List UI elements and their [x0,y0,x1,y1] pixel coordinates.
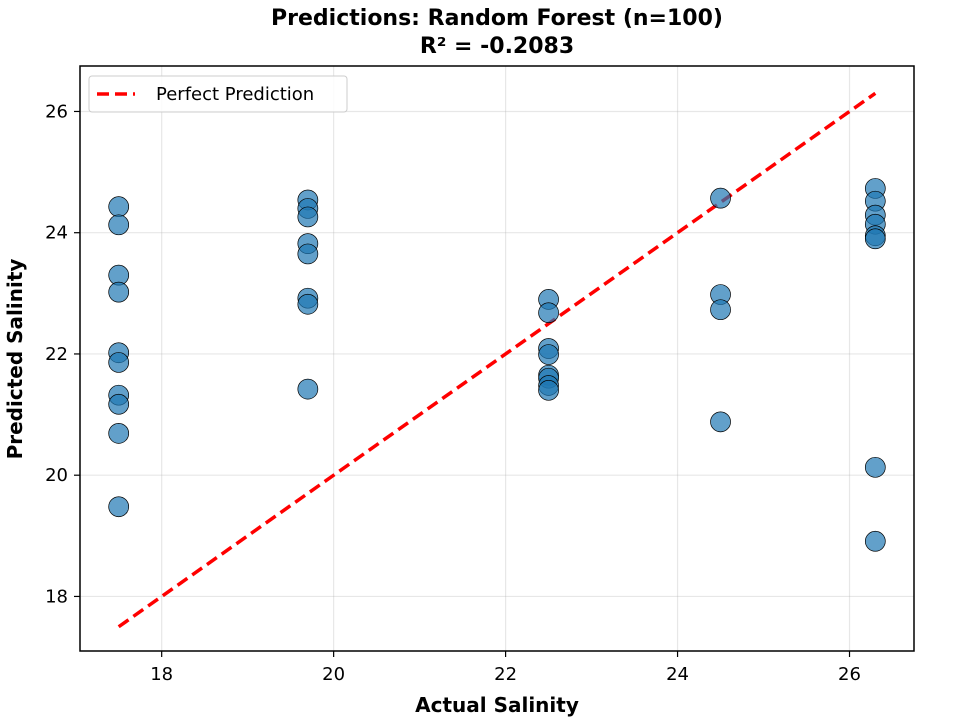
legend-label: Perfect Prediction [156,84,314,105]
chart-title: Predictions: Random Forest (n=100) [271,6,723,31]
grid-lines [80,66,914,651]
y-tick-label: 22 [45,344,68,365]
x-tick-label: 22 [494,664,517,685]
legend: Perfect Prediction [88,75,348,113]
data-points [108,178,886,552]
data-point [297,378,319,400]
data-point [864,456,886,478]
data-point [864,228,886,250]
plot-frame [79,65,915,652]
y-axis-label: Predicted Salinity [3,259,27,460]
data-point [108,423,130,444]
data-point [538,344,559,365]
y-tick-label: 24 [45,223,68,244]
data-point [538,379,559,401]
data-point [538,302,559,324]
data-point [710,299,731,321]
legend-box [88,75,348,113]
data-point [108,281,130,303]
chart-subtitle: R² = -0.2083 [420,34,574,59]
data-point [108,393,130,415]
y-tick-label: 20 [45,465,68,486]
x-axis-ticks: 18 20 22 24 26 [150,651,861,685]
y-axis-ticks: 18 20 22 24 26 [45,101,80,607]
x-tick-label: 20 [322,664,345,685]
data-point [297,293,319,315]
x-tick-label: 24 [666,664,689,685]
data-point [108,196,130,217]
x-axis-label: Actual Salinity [415,693,579,717]
data-point [108,214,130,236]
perfect-prediction-line [117,91,877,629]
data-point [864,530,886,552]
data-point [108,352,130,373]
data-point [297,206,319,228]
data-point [108,496,130,518]
x-tick-label: 18 [150,664,173,685]
data-point [710,411,731,433]
data-point [297,243,319,265]
perfect-prediction-segment [117,91,877,629]
data-point [710,187,731,209]
y-tick-label: 18 [45,586,68,607]
x-tick-label: 26 [838,664,861,685]
y-tick-label: 26 [45,101,68,122]
